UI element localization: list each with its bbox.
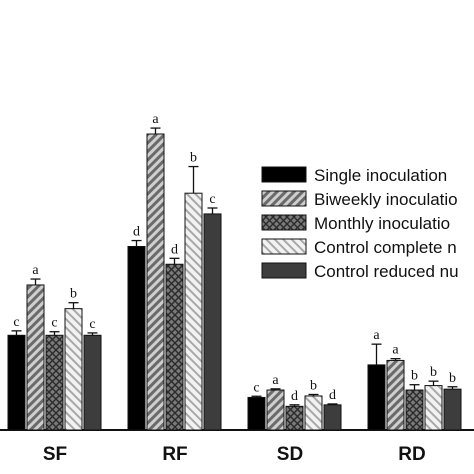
bar-sf-series-3 [45,334,64,431]
bar-rf-series-1 [127,245,146,431]
legend-swatch-1 [261,166,307,183]
bar-sf-series-2 [26,284,45,431]
category-label-rd: RD [398,444,425,465]
significance-letter: c [51,316,57,331]
bar-rf-series-2 [146,133,165,431]
significance-letter: c [89,317,95,332]
category-label-sf: SF [43,444,67,465]
bar-sf-series-5 [83,334,102,431]
legend-swatch-5 [261,262,307,279]
bar-sd-series-1 [247,396,266,431]
category-label-sd: SD [277,444,303,465]
category-label-rf: RF [162,444,187,465]
legend-label-1: Single inoculation [314,166,447,185]
bar-sf-series-4 [64,308,83,431]
significance-letter: b [190,151,197,166]
bar-sd-series-4 [304,395,323,431]
bar-rd-series-5 [443,388,462,431]
significance-letter: b [411,369,418,384]
bar-rf-series-4 [184,192,203,431]
significance-letter: c [13,315,19,330]
bar-sd-series-3 [285,405,304,431]
bar-rf-series-5 [203,213,222,431]
significance-letter: a [32,263,39,278]
legend-label-2: Biweekly inoculatio [314,190,458,209]
significance-letter: a [152,112,159,127]
significance-letter: a [392,343,399,358]
legend-swatch-3 [261,214,307,231]
significance-letter: b [70,287,77,302]
bars-layer [0,127,474,431]
bar-rd-series-3 [405,389,424,431]
legend: Single inoculation Biweekly inoculatio Mon… [261,166,459,281]
significance-letter: c [253,380,259,395]
significance-letter: b [430,365,437,380]
significance-letter: b [310,378,317,393]
significance-letter: d [329,388,336,403]
significance-letter: d [171,242,178,257]
legend-swatch-4 [261,238,307,255]
bar-sd-series-5 [323,404,342,431]
significance-letter: c [209,192,215,207]
legend-label-5: Control reduced nu [314,262,459,281]
bar-sf-series-1 [7,334,26,431]
legend-swatch-2 [261,190,307,207]
legend-label-4: Control complete n [314,238,457,257]
bar-rd-series-4 [424,385,443,431]
significance-letter: d [291,389,298,404]
bar-rf-series-3 [165,263,184,431]
significance-letter: a [272,373,279,388]
bar-rd-series-2 [386,359,405,431]
significance-letter: a [373,328,380,343]
legend-label-3: Monthly inoculatio [314,214,450,233]
significance-letter: d [133,225,140,240]
significance-letter: b [449,371,456,386]
bar-rd-series-1 [367,364,386,431]
bar-sd-series-2 [266,389,285,431]
